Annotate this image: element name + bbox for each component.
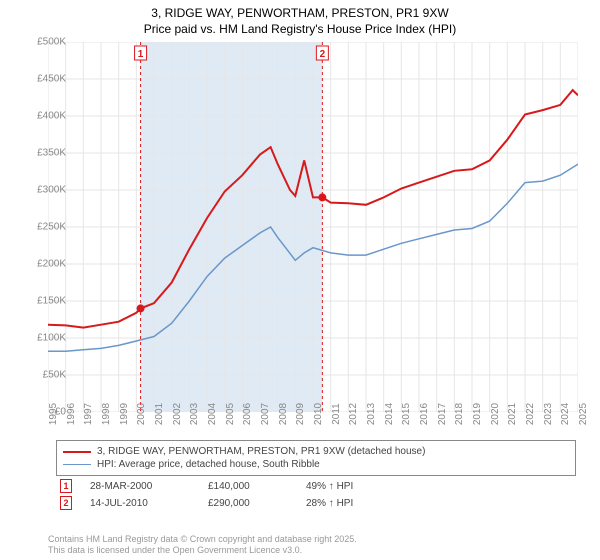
x-tick-label: 1996 [66, 403, 77, 425]
sale-hpi: 28% ↑ HPI [306, 498, 353, 509]
sales-list: 1 28-MAR-2000 £140,000 49% ↑ HPI 2 14-JUL-201… [56, 476, 576, 510]
line-chart: 12 [48, 42, 578, 412]
x-tick-label: 2020 [490, 403, 501, 425]
x-tick-label: 2008 [278, 403, 289, 425]
legend-swatch-1 [63, 451, 91, 453]
legend-label-1: 3, RIDGE WAY, PENWORTHAM, PRESTON, PR1 9… [97, 446, 425, 457]
x-tick-label: 2009 [295, 403, 306, 425]
sale-date: 28-MAR-2000 [90, 481, 190, 492]
x-tick-label: 2001 [154, 403, 165, 425]
x-tick-label: 2010 [313, 403, 324, 425]
y-tick-label: £500K [20, 37, 66, 48]
y-tick-label: £150K [20, 296, 66, 307]
x-tick-label: 2014 [384, 403, 395, 425]
x-tick-label: 2011 [331, 403, 342, 425]
x-tick-label: 2012 [348, 403, 359, 425]
y-tick-label: £100K [20, 333, 66, 344]
x-tick-label: 2000 [136, 403, 147, 425]
svg-text:2: 2 [320, 49, 326, 60]
sale-row: 2 14-JUL-2010 £290,000 28% ↑ HPI [56, 493, 576, 510]
legend-row-price-paid: 3, RIDGE WAY, PENWORTHAM, PRESTON, PR1 9… [63, 445, 569, 458]
legend-swatch-2 [63, 464, 91, 466]
x-tick-label: 2005 [225, 403, 236, 425]
x-tick-label: 2003 [189, 403, 200, 425]
x-tick-label: 1995 [48, 403, 59, 425]
x-tick-label: 2019 [472, 403, 483, 425]
sale-price: £140,000 [208, 481, 288, 492]
sale-date: 14-JUL-2010 [90, 498, 190, 509]
sale-marker-icon: 1 [60, 479, 72, 493]
legend-row-hpi: HPI: Average price, detached house, Sout… [63, 458, 569, 471]
chart-title-block: 3, RIDGE WAY, PENWORTHAM, PRESTON, PR1 9… [0, 0, 600, 39]
title-line-2: Price paid vs. HM Land Registry's House … [0, 22, 600, 38]
footer-line-2: This data is licensed under the Open Gov… [48, 545, 357, 556]
y-tick-label: £0 [20, 407, 66, 418]
x-tick-label: 2007 [260, 403, 271, 425]
y-tick-label: £450K [20, 74, 66, 85]
x-tick-label: 2022 [525, 403, 536, 425]
x-tick-label: 2017 [437, 403, 448, 425]
x-tick-label: 2023 [543, 403, 554, 425]
x-tick-label: 2006 [242, 403, 253, 425]
footer-attribution: Contains HM Land Registry data © Crown c… [48, 534, 357, 556]
legend-box: 3, RIDGE WAY, PENWORTHAM, PRESTON, PR1 9… [56, 440, 576, 476]
chart-area: 12 [48, 42, 578, 412]
x-tick-label: 2013 [366, 403, 377, 425]
x-tick-label: 1997 [83, 403, 94, 425]
y-tick-label: £200K [20, 259, 66, 270]
y-tick-label: £400K [20, 111, 66, 122]
x-tick-label: 2016 [419, 403, 430, 425]
legend-and-sales: 3, RIDGE WAY, PENWORTHAM, PRESTON, PR1 9… [56, 440, 576, 510]
sale-hpi: 49% ↑ HPI [306, 481, 353, 492]
y-tick-label: £350K [20, 148, 66, 159]
sale-price: £290,000 [208, 498, 288, 509]
x-tick-label: 2018 [454, 403, 465, 425]
title-line-1: 3, RIDGE WAY, PENWORTHAM, PRESTON, PR1 9… [0, 6, 600, 22]
legend-label-2: HPI: Average price, detached house, Sout… [97, 459, 320, 470]
x-tick-label: 1999 [119, 403, 130, 425]
x-tick-label: 2015 [401, 403, 412, 425]
x-tick-label: 2024 [560, 403, 571, 425]
footer-line-1: Contains HM Land Registry data © Crown c… [48, 534, 357, 545]
x-tick-label: 2004 [207, 403, 218, 425]
x-tick-label: 2021 [507, 403, 518, 425]
y-tick-label: £250K [20, 222, 66, 233]
x-tick-label: 1998 [101, 403, 112, 425]
sale-marker-icon: 2 [60, 496, 72, 510]
x-tick-label: 2002 [172, 403, 183, 425]
x-tick-label: 2025 [578, 403, 589, 425]
y-tick-label: £300K [20, 185, 66, 196]
y-tick-label: £50K [20, 370, 66, 381]
sale-row: 1 28-MAR-2000 £140,000 49% ↑ HPI [56, 476, 576, 493]
svg-text:1: 1 [138, 49, 144, 60]
